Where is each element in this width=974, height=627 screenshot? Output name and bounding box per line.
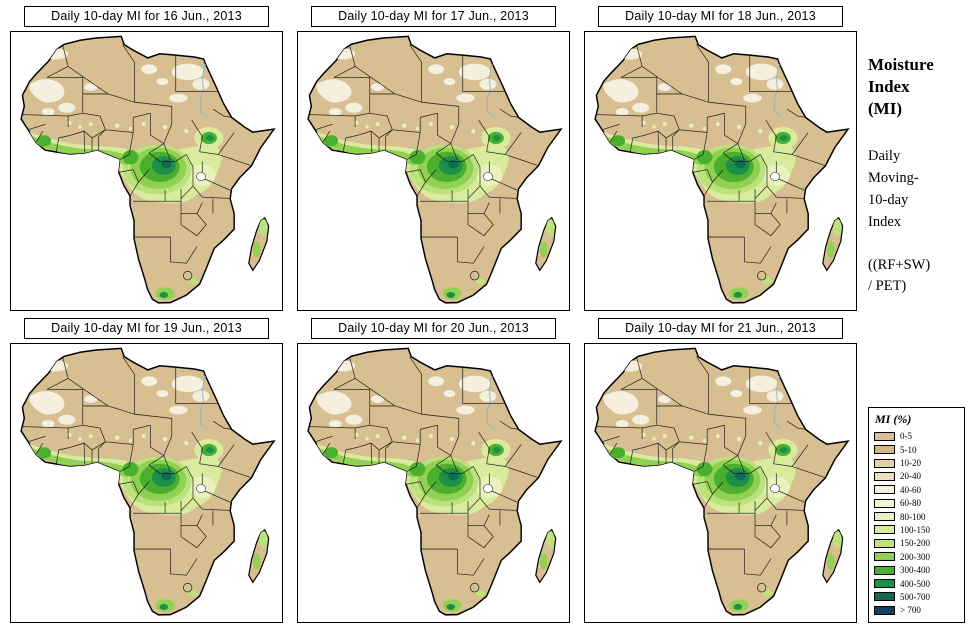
legend-label: > 700	[900, 605, 921, 616]
africa-map	[298, 344, 569, 622]
legend-swatch	[874, 485, 895, 495]
map-panel-18jun: Daily 10-day MI for 18 Jun., 2013	[584, 6, 857, 311]
map-grid: Daily 10-day MI for 16 Jun., 2013 Daily …	[10, 6, 857, 623]
panel-title: Daily 10-day MI for 20 Jun., 2013	[311, 318, 556, 339]
legend-row: 150-200	[874, 537, 960, 550]
legend-swatch	[874, 592, 895, 602]
panel-title: Daily 10-day MI for 16 Jun., 2013	[24, 6, 269, 27]
legend-swatch	[874, 431, 895, 441]
panel-title: Daily 10-day MI for 18 Jun., 2013	[598, 6, 843, 27]
legend-entries: 0-5 5-10 10-20 20-40 40-60 60-80 80-100 100-150…	[874, 430, 960, 617]
legend-row: 400-500	[874, 577, 960, 590]
map-box	[584, 343, 857, 623]
legend-swatch	[874, 498, 895, 508]
legend-row: 0-5	[874, 430, 960, 443]
legend-swatch	[874, 579, 895, 589]
legend-swatch	[874, 525, 895, 535]
legend-swatch	[874, 512, 895, 522]
legend-label: 0-5	[900, 431, 912, 442]
map-panel-19jun: Daily 10-day MI for 19 Jun., 2013	[10, 318, 283, 623]
legend-swatch	[874, 471, 895, 481]
legend-swatch	[874, 538, 895, 548]
legend-row: > 700	[874, 604, 960, 617]
legend-row: 40-60	[874, 483, 960, 496]
map-panel-20jun: Daily 10-day MI for 20 Jun., 2013	[297, 318, 570, 623]
legend-row: 5-10	[874, 443, 960, 456]
legend-label: 40-60	[900, 484, 921, 495]
right-sidebar: Moisture Index (MI) Daily Moving- 10-day…	[868, 6, 965, 623]
legend-label: 500-700	[900, 591, 930, 602]
africa-map	[11, 344, 282, 622]
africa-map	[11, 32, 282, 310]
legend-row: 500-700	[874, 590, 960, 603]
africa-map	[585, 32, 856, 310]
map-box	[10, 31, 283, 311]
map-panel-21jun: Daily 10-day MI for 21 Jun., 2013	[584, 318, 857, 623]
legend-swatch	[874, 458, 895, 468]
legend-label: 60-80	[900, 498, 921, 509]
legend-label: 100-150	[900, 524, 930, 535]
map-box	[297, 343, 570, 623]
map-box	[584, 31, 857, 311]
map-box	[297, 31, 570, 311]
africa-map	[585, 344, 856, 622]
legend-label: 5-10	[900, 444, 917, 455]
legend-label: 20-40	[900, 471, 921, 482]
legend-label: 80-100	[900, 511, 926, 522]
panel-title: Daily 10-day MI for 21 Jun., 2013	[598, 318, 843, 339]
panel-title: Daily 10-day MI for 17 Jun., 2013	[311, 6, 556, 27]
legend-row: 20-40	[874, 470, 960, 483]
legend-label: 400-500	[900, 578, 930, 589]
map-panel-16jun: Daily 10-day MI for 16 Jun., 2013	[10, 6, 283, 311]
legend-label: 300-400	[900, 565, 930, 576]
legend-label: 150-200	[900, 538, 930, 549]
map-panel-17jun: Daily 10-day MI for 17 Jun., 2013	[297, 6, 570, 311]
map-box	[10, 343, 283, 623]
legend-label: 10-20	[900, 458, 921, 468]
legend-row: 100-150	[874, 523, 960, 536]
panel-title: Daily 10-day MI for 19 Jun., 2013	[24, 318, 269, 339]
legend-swatch	[874, 552, 895, 562]
legend-row: 10-20	[874, 456, 960, 469]
legend: MI (%) 0-5 5-10 10-20 20-40 40-60 60-80 80-100…	[868, 406, 965, 623]
legend-swatch	[874, 445, 895, 455]
legend-swatch	[874, 565, 895, 575]
africa-map	[298, 32, 569, 310]
legend-swatch	[874, 605, 895, 615]
legend-row: 80-100	[874, 510, 960, 523]
legend-row: 200-300	[874, 550, 960, 563]
figure-subtitle: Daily Moving- 10-day Index	[868, 148, 919, 230]
legend-row: 300-400	[874, 563, 960, 576]
legend-title: MI (%)	[875, 411, 912, 426]
figure-formula: ((RF+SW) / PET)	[868, 257, 931, 294]
figure-title: Moisture Index (MI)	[868, 55, 934, 119]
legend-row: 60-80	[874, 496, 960, 509]
legend-label: 200-300	[900, 551, 930, 562]
